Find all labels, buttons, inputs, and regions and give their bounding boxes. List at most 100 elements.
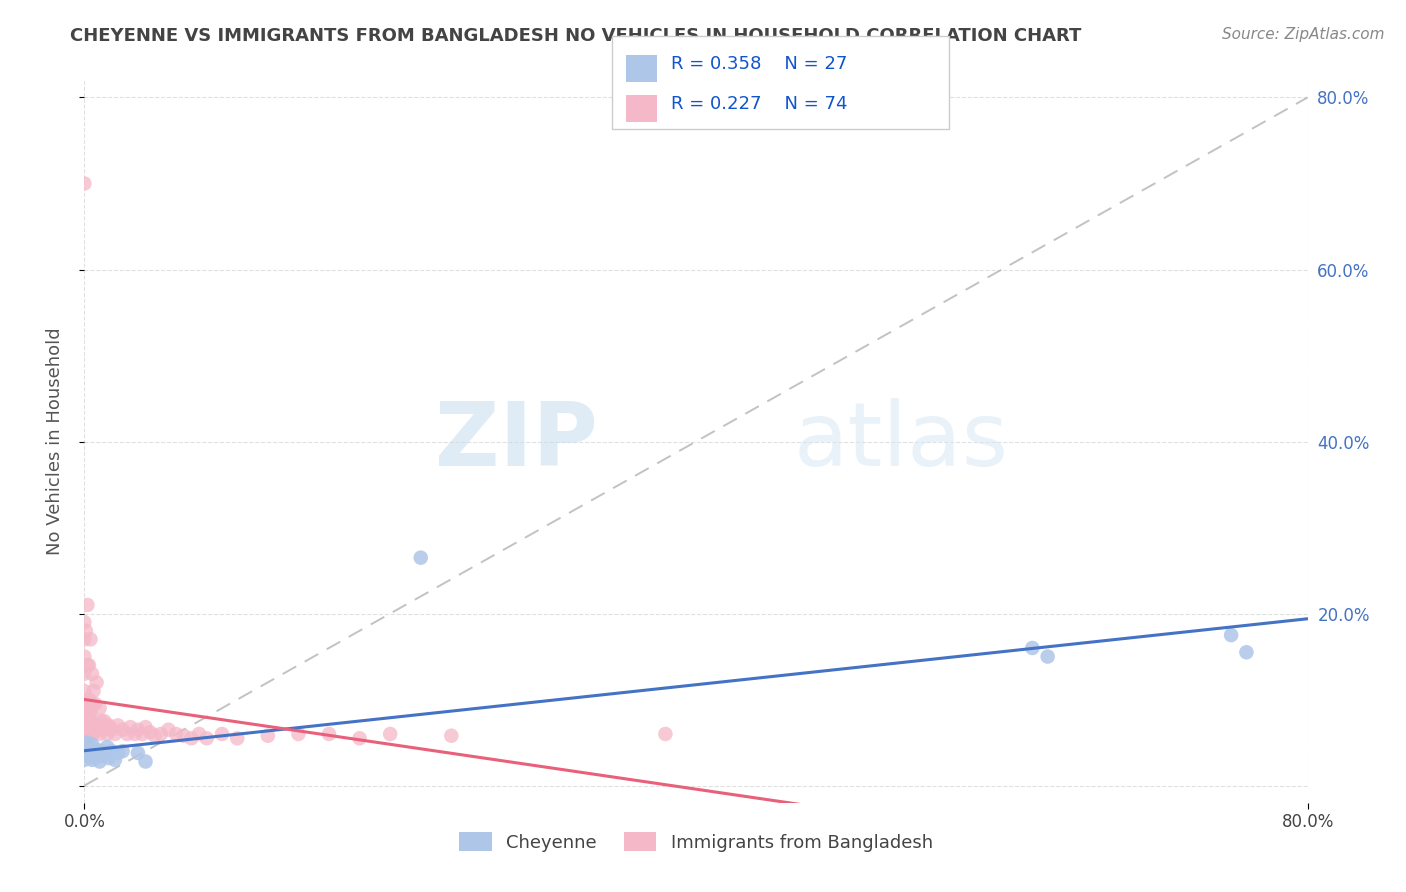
Point: [77, 692, 100, 706]
Point: [73, 753, 96, 767]
Y-axis label: No Vehicles in Household: No Vehicles in Household: [45, 327, 63, 556]
Point: [90, 744, 112, 758]
Point: [79, 632, 101, 647]
Point: [127, 746, 149, 760]
Point: [76, 598, 98, 612]
Point: [76, 658, 98, 673]
Point: [76, 735, 98, 749]
Point: [89, 701, 111, 715]
Point: [73, 739, 96, 754]
Text: atlas: atlas: [794, 398, 1010, 485]
Point: [131, 727, 153, 741]
Point: [86, 742, 108, 756]
Point: [211, 727, 233, 741]
Point: [86, 723, 108, 737]
Point: [115, 727, 138, 741]
Point: [83, 725, 105, 739]
Point: [97, 718, 120, 732]
Point: [149, 727, 172, 741]
Point: [83, 746, 105, 760]
Point: [80, 714, 103, 728]
Point: [287, 727, 309, 741]
Point: [86, 675, 108, 690]
Text: R = 0.358    N = 27: R = 0.358 N = 27: [671, 54, 846, 73]
Point: [89, 755, 111, 769]
Point: [1236, 645, 1258, 659]
Point: [87, 747, 110, 762]
Text: CHEYENNE VS IMMIGRANTS FROM BANGLADESH NO VEHICLES IN HOUSEHOLD CORRELATION CHAR: CHEYENNE VS IMMIGRANTS FROM BANGLADESH N…: [70, 27, 1081, 45]
Point: [73, 632, 96, 647]
Point: [173, 729, 195, 743]
Point: [111, 744, 134, 758]
Text: R = 0.227    N = 74: R = 0.227 N = 74: [671, 95, 848, 113]
Point: [89, 727, 111, 741]
Point: [124, 727, 146, 741]
Point: [90, 714, 112, 728]
Point: [157, 723, 180, 737]
Point: [654, 727, 676, 741]
Point: [73, 615, 96, 630]
Point: [165, 727, 187, 741]
Point: [77, 727, 100, 741]
Point: [349, 731, 371, 746]
Point: [75, 731, 97, 746]
Point: [87, 718, 110, 732]
Point: [135, 755, 157, 769]
Point: [226, 731, 249, 746]
Point: [188, 727, 211, 741]
Point: [73, 710, 96, 724]
Point: [96, 739, 118, 754]
Point: [409, 550, 432, 565]
Point: [94, 718, 117, 732]
Point: [120, 720, 142, 734]
Point: [75, 746, 97, 760]
Point: [180, 731, 202, 746]
Point: [318, 727, 340, 741]
Point: [76, 697, 98, 711]
Point: [77, 658, 100, 673]
Point: [104, 753, 127, 767]
Point: [97, 751, 120, 765]
Point: [80, 737, 103, 751]
Point: [73, 177, 96, 191]
Point: [84, 720, 107, 734]
Point: [104, 727, 127, 741]
Point: [73, 666, 96, 681]
Point: [101, 744, 124, 758]
Point: [107, 746, 129, 760]
Point: [84, 697, 107, 711]
Point: [77, 748, 100, 763]
Point: [195, 731, 218, 746]
Point: [75, 706, 97, 720]
Point: [127, 723, 149, 737]
Point: [139, 725, 162, 739]
Point: [135, 720, 157, 734]
Point: [80, 697, 103, 711]
Point: [80, 753, 103, 767]
Point: [380, 727, 402, 741]
Point: [79, 706, 101, 720]
Point: [111, 723, 134, 737]
Point: [1036, 649, 1059, 664]
Point: [76, 731, 98, 746]
Point: [80, 666, 103, 681]
Point: [96, 727, 118, 741]
Point: [83, 684, 105, 698]
Point: [440, 729, 463, 743]
Point: [1021, 640, 1043, 655]
Point: [79, 742, 101, 756]
Point: [73, 697, 96, 711]
Point: [73, 723, 96, 737]
Point: [73, 735, 96, 749]
Point: [73, 649, 96, 664]
Point: [1220, 628, 1243, 642]
Point: [91, 748, 114, 763]
Point: [257, 729, 280, 743]
Point: [75, 718, 97, 732]
Point: [91, 723, 114, 737]
Text: Source: ZipAtlas.com: Source: ZipAtlas.com: [1222, 27, 1385, 42]
Point: [75, 692, 97, 706]
Point: [143, 729, 166, 743]
Point: [93, 746, 115, 760]
Point: [73, 684, 96, 698]
